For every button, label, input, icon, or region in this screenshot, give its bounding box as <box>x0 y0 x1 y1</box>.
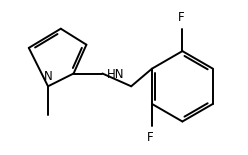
Text: F: F <box>147 131 154 144</box>
Text: HN: HN <box>107 69 125 82</box>
Text: N: N <box>44 70 52 83</box>
Text: F: F <box>178 11 184 24</box>
